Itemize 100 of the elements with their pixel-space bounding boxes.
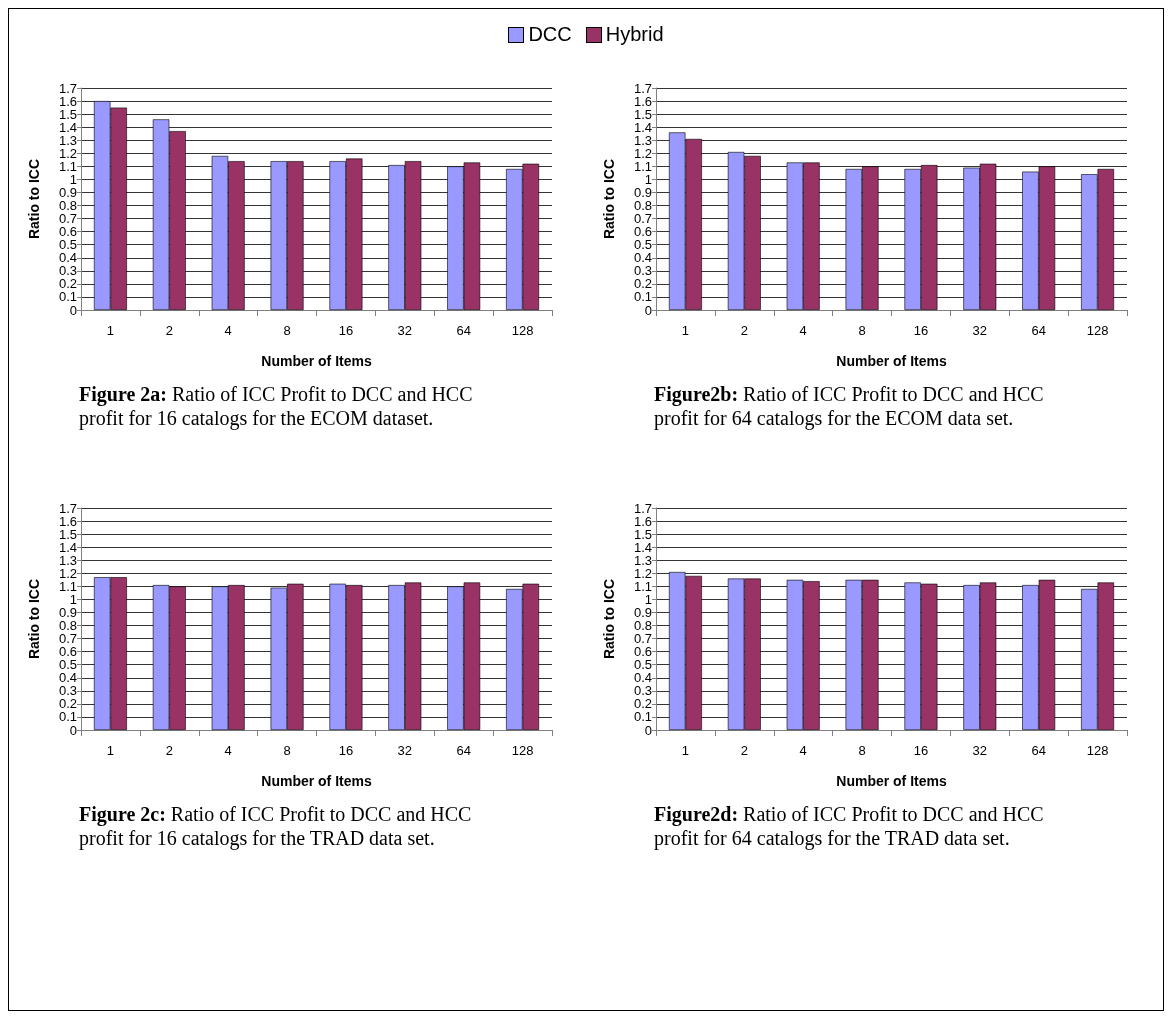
y-tick-label: 0.3 — [633, 683, 652, 699]
x-tick-label: 4 — [799, 743, 807, 758]
x-axis-title: Number of Items — [261, 353, 372, 369]
y-tick-label: 0.9 — [633, 184, 652, 200]
y-tick-label: 0 — [644, 722, 652, 738]
x-tick-label: 128 — [1086, 743, 1109, 758]
y-tick-label: 0.5 — [58, 657, 77, 673]
y-axis-title: Ratio to ICC — [601, 578, 617, 660]
y-tick-label: 0.4 — [58, 670, 77, 686]
x-tick-label: 64 — [1031, 323, 1046, 338]
y-tick-label: 0 — [69, 722, 77, 738]
y-tick-label: 0.1 — [58, 709, 77, 725]
y-tick-label: 0.3 — [58, 683, 77, 699]
y-tick-label: 1.4 — [633, 119, 652, 135]
x-tick-label: 128 — [511, 323, 534, 338]
y-tick-label: 0.8 — [58, 198, 77, 214]
x-tick-label: 4 — [799, 323, 807, 338]
x-tick-label: 32 — [397, 743, 413, 758]
y-tick-label: 1 — [644, 171, 652, 187]
y-tick-label: 1.1 — [633, 158, 652, 174]
y-tick-label: 0.1 — [633, 709, 652, 725]
caption: Figure2b: Ratio of ICC Profit to DCC and HCC profit for 64 catalogs for the ECOM data set. — [654, 382, 1045, 430]
y-tick-label: 0.6 — [633, 224, 652, 240]
x-axis-title: Number of Items — [836, 353, 947, 369]
y-tick-label: 1.4 — [58, 539, 77, 555]
y-tick-label: 0.4 — [633, 250, 652, 266]
y-tick-label: 0.3 — [58, 263, 77, 279]
y-tick-label: 0.2 — [58, 276, 77, 292]
y-tick-label: 1 — [69, 591, 77, 607]
x-axis-title: Number of Items — [836, 773, 947, 789]
y-tick-label: 0.7 — [58, 631, 77, 647]
x-tick-label: 1 — [106, 743, 115, 758]
y-tick-label: 0.5 — [58, 237, 77, 253]
y-tick-label: 1.5 — [58, 106, 77, 122]
y-tick-label: 0.3 — [633, 263, 652, 279]
y-tick-label: 0.7 — [58, 211, 77, 227]
y-tick-label: 0.8 — [58, 618, 77, 634]
y-tick-label: 1.1 — [58, 158, 77, 174]
y-tick-label: 0.6 — [633, 644, 652, 660]
y-axis-title: Ratio to ICC — [26, 158, 42, 240]
x-tick-label: 16 — [913, 743, 929, 758]
y-tick-label: 0.9 — [58, 604, 77, 620]
caption: Figure 2c: Ratio of ICC Profit to DCC and HCC profit for 16 catalogs for the TRAD data set. — [79, 802, 473, 850]
y-tick-label: 1.2 — [633, 145, 652, 161]
x-tick-label: 64 — [456, 743, 471, 758]
x-tick-label: 2 — [740, 323, 748, 338]
x-tick-label: 1 — [681, 323, 690, 338]
x-tick-label: 8 — [283, 743, 291, 758]
y-tick-label: 1.6 — [58, 513, 77, 529]
x-tick-label: 2 — [165, 743, 173, 758]
y-tick-label: 0.9 — [633, 604, 652, 620]
y-tick-label: 1.4 — [58, 119, 77, 135]
x-tick-label: 16 — [338, 323, 354, 338]
y-tick-label: 1.3 — [58, 132, 77, 148]
x-axis-title: Number of Items — [261, 773, 372, 789]
y-tick-label: 0.5 — [633, 657, 652, 673]
y-tick-label: 1.5 — [633, 526, 652, 542]
y-tick-label: 1.5 — [633, 106, 652, 122]
y-tick-label: 0.1 — [633, 289, 652, 305]
y-axis-title: Ratio to ICC — [601, 158, 617, 240]
y-tick-label: 0.7 — [633, 211, 652, 227]
y-axis-title: Ratio to ICC — [26, 578, 42, 660]
y-tick-label: 0 — [644, 302, 652, 318]
caption: Figure2d: Ratio of ICC Profit to DCC and HCC profit for 64 catalogs for the TRAD data set. — [654, 802, 1045, 850]
y-tick-label: 0.2 — [58, 696, 77, 712]
y-tick-label: 1.3 — [633, 132, 652, 148]
x-tick-label: 1 — [681, 743, 690, 758]
y-tick-label: 1.6 — [58, 93, 77, 109]
x-tick-label: 2 — [740, 743, 748, 758]
x-tick-label: 32 — [972, 743, 988, 758]
y-tick-label: 0.6 — [58, 224, 77, 240]
y-tick-label: 0.8 — [633, 198, 652, 214]
y-tick-label: 0.2 — [633, 696, 652, 712]
y-tick-label: 1 — [69, 171, 77, 187]
x-tick-label: 32 — [972, 323, 988, 338]
y-tick-label: 1.2 — [633, 565, 652, 581]
y-tick-label: 1.5 — [58, 526, 77, 542]
caption: Figure 2a: Ratio of ICC Profit to DCC and HCC profit for 16 catalogs for the ECOM dataset. — [79, 382, 474, 430]
y-tick-label: 0.1 — [58, 289, 77, 305]
x-tick-label: 8 — [858, 323, 866, 338]
x-tick-label: 8 — [858, 743, 866, 758]
legend-label: DCC — [528, 23, 572, 46]
y-tick-label: 1.1 — [58, 578, 77, 594]
y-tick-label: 1.2 — [58, 145, 77, 161]
x-tick-label: 32 — [397, 323, 413, 338]
x-tick-label: 2 — [165, 323, 173, 338]
x-tick-label: 64 — [456, 323, 471, 338]
y-tick-label: 1.4 — [633, 539, 652, 555]
y-tick-label: 0.9 — [58, 184, 77, 200]
x-tick-label: 128 — [511, 743, 534, 758]
y-tick-label: 1.3 — [58, 552, 77, 568]
x-tick-label: 1 — [106, 323, 115, 338]
x-tick-label: 8 — [283, 323, 291, 338]
y-tick-label: 0.6 — [58, 644, 77, 660]
legend-label: Hybrid — [605, 23, 664, 46]
y-tick-label: 0.2 — [633, 276, 652, 292]
x-tick-label: 16 — [338, 743, 354, 758]
x-tick-label: 16 — [913, 323, 929, 338]
x-tick-label: 128 — [1086, 323, 1109, 338]
x-tick-label: 64 — [1031, 743, 1046, 758]
